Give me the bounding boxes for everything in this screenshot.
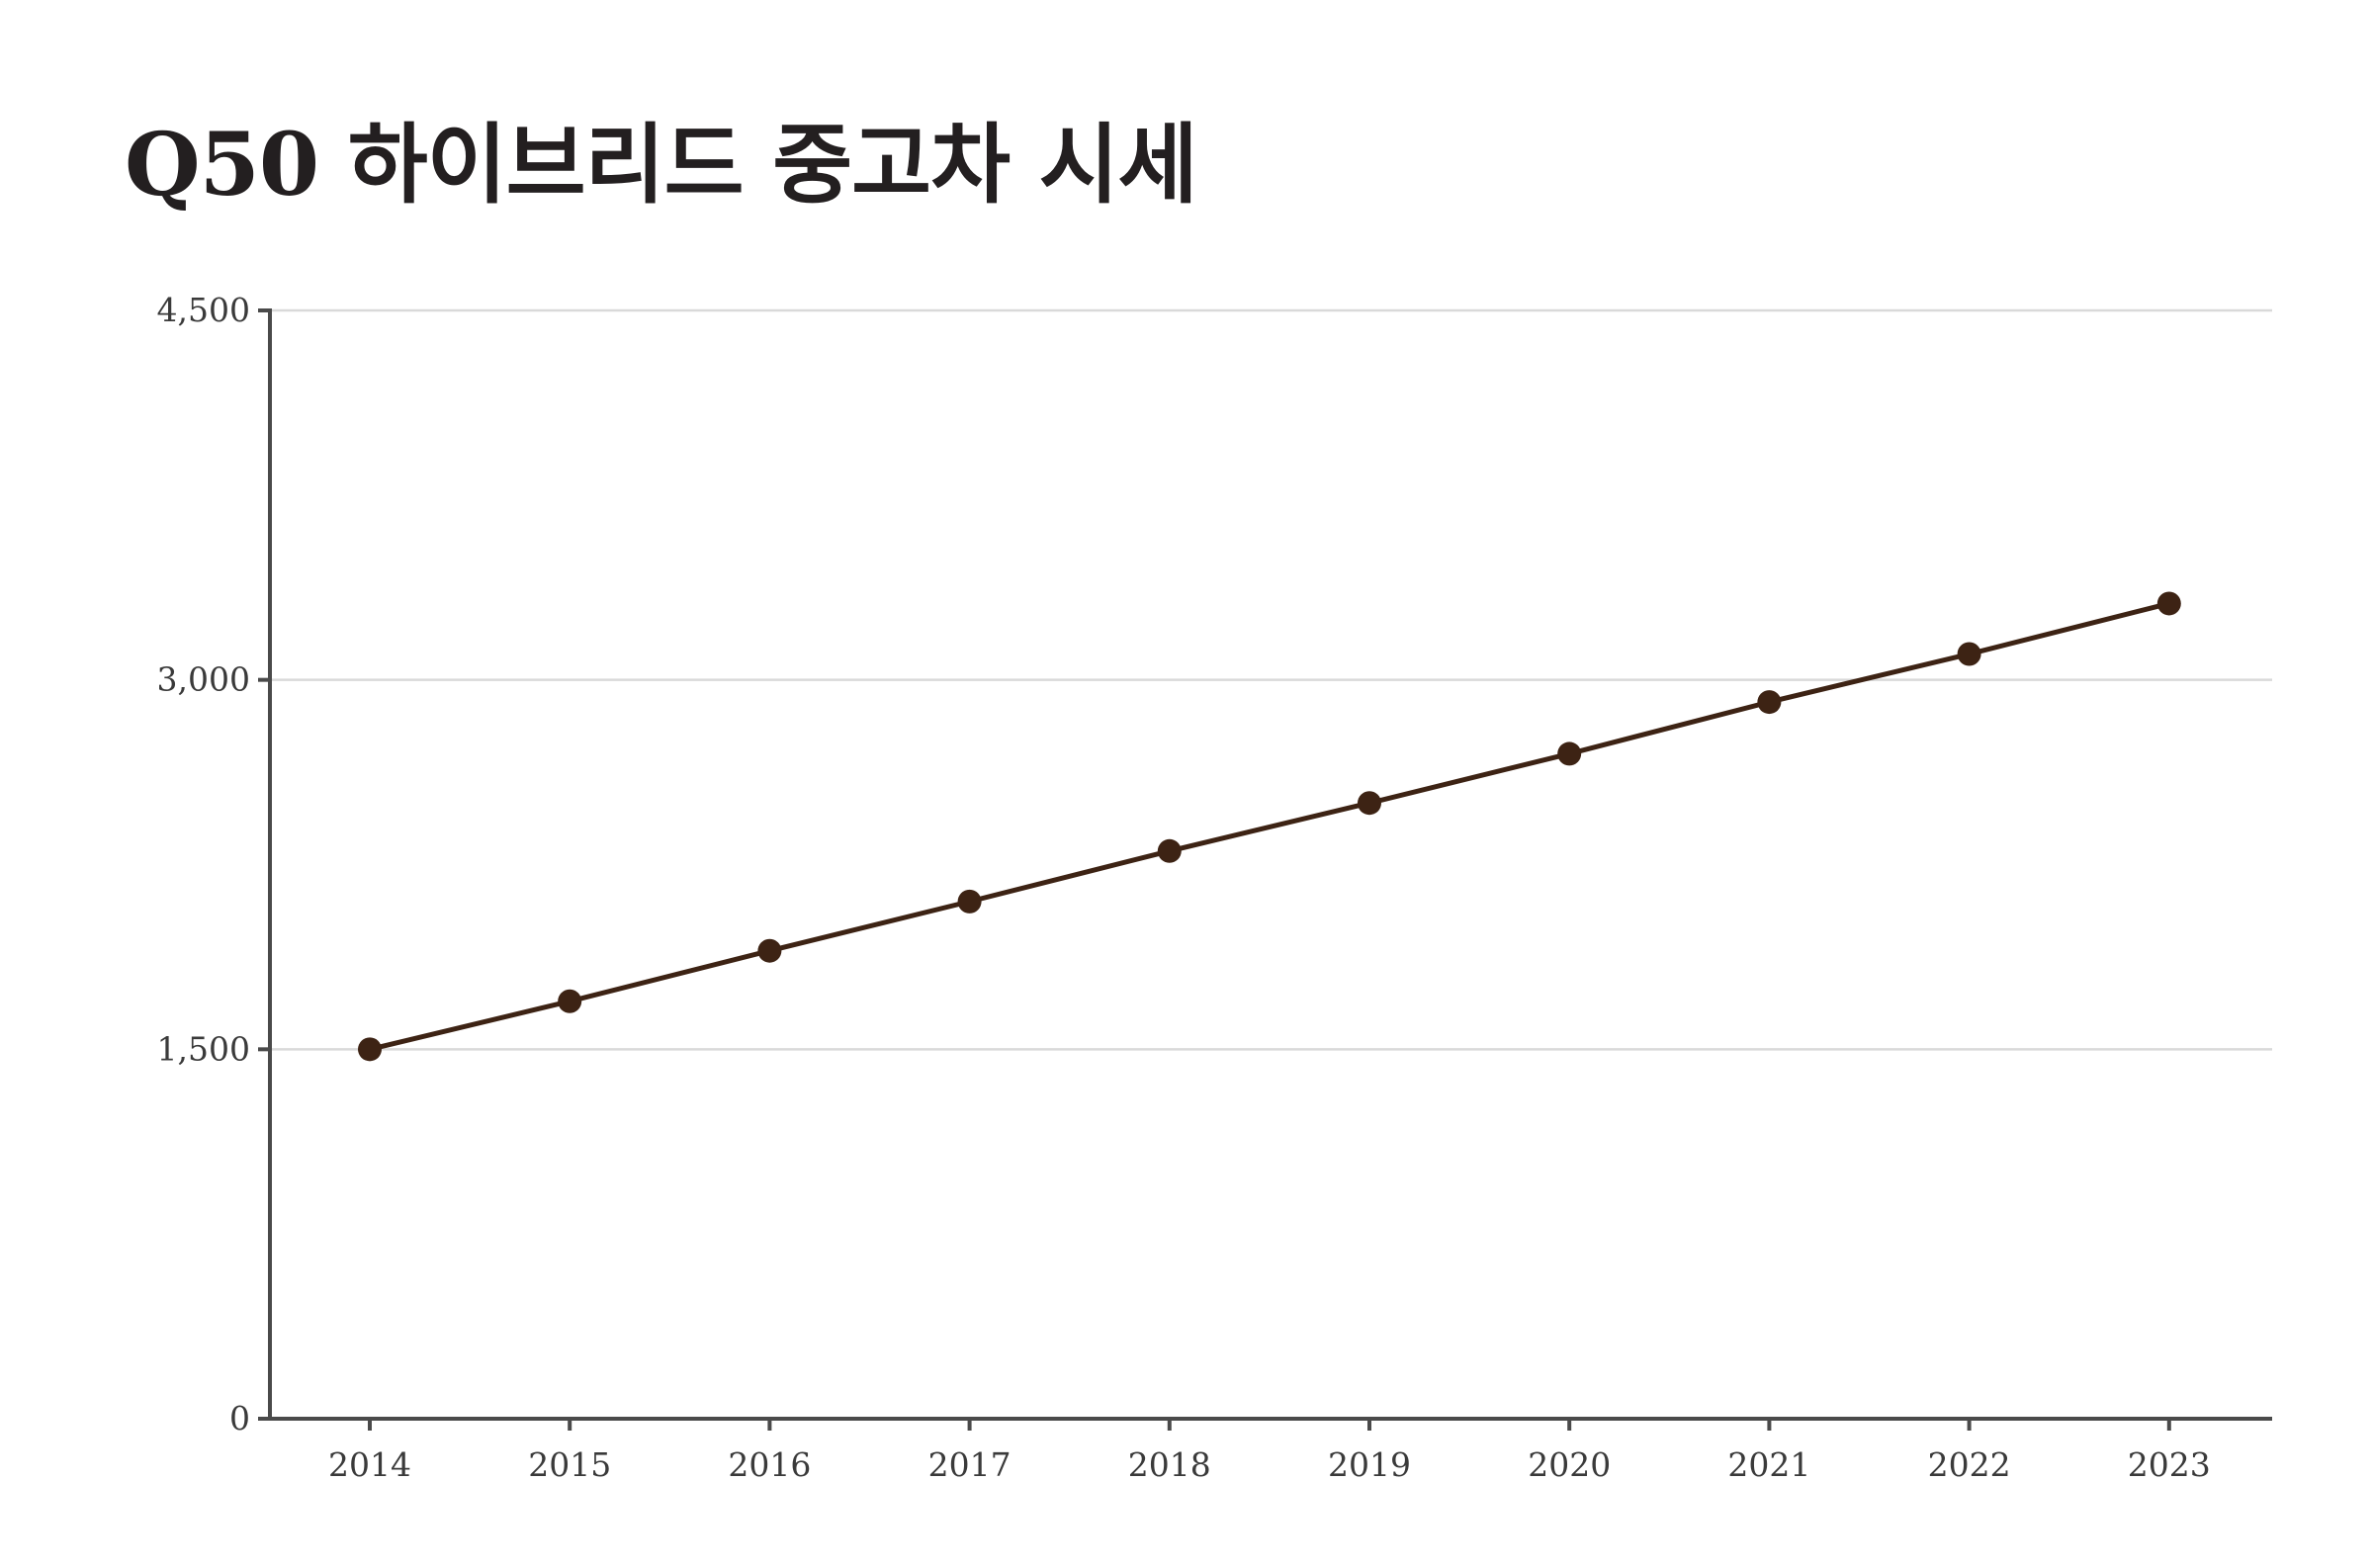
chart-title: Q50 하이브리드 중고차 시세 [125, 113, 1198, 216]
x-tick-label: 2020 [1528, 1445, 1611, 1484]
data-point-2014 [358, 1037, 382, 1062]
data-point-2023 [2156, 591, 2181, 616]
data-point-2018 [1157, 838, 1182, 863]
x-tick-label: 2021 [1727, 1445, 1810, 1484]
series-layer [358, 591, 2181, 1062]
y-tick-label: 1,500 [157, 1029, 250, 1068]
y-axis: 0 1,500 3,000 4,500 [157, 291, 272, 1437]
data-point-2022 [1957, 642, 1981, 666]
x-tick-label: 2022 [1928, 1445, 2011, 1484]
x-axis: 2014 2015 2016 2017 2018 2019 2020 2021 2022 2023 [268, 1417, 2272, 1484]
data-point-2017 [957, 889, 982, 914]
x-tick-label: 2016 [728, 1445, 811, 1484]
y-tick-label: 4,500 [157, 291, 250, 329]
data-point-2016 [757, 938, 782, 963]
x-tick-label: 2017 [928, 1445, 1011, 1484]
x-tick-label: 2023 [2128, 1445, 2211, 1484]
x-tick-label: 2019 [1328, 1445, 1411, 1484]
data-point-2019 [1358, 791, 1381, 816]
data-point-2015 [558, 989, 582, 1013]
data-point-2020 [1557, 741, 1582, 766]
data-point-2021 [1757, 690, 1782, 715]
y-tick-label: 0 [229, 1399, 250, 1437]
x-tick-label: 2015 [528, 1445, 611, 1484]
x-tick-label: 2018 [1128, 1445, 1211, 1484]
grid-lines [270, 308, 2272, 1051]
y-tick-label: 3,000 [157, 660, 250, 699]
series-line [367, 600, 2172, 1052]
x-tick-label: 2014 [328, 1445, 411, 1484]
